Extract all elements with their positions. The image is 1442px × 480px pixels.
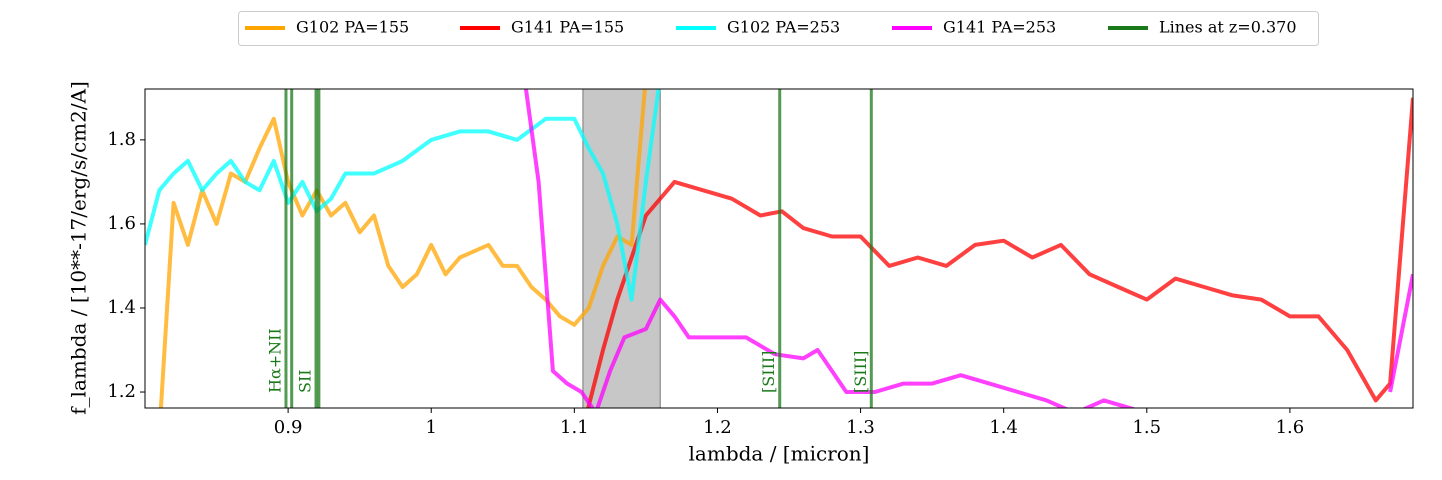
legend-label: G141 PA=253: [943, 18, 1056, 37]
x-tick-label: 1.2: [703, 417, 732, 438]
emission-line-label: SII: [296, 369, 315, 393]
x-tick-label: 1.1: [560, 417, 589, 438]
legend-box: [238, 11, 1319, 46]
emission-line-label: [SIII]: [759, 351, 778, 393]
legend-label: G141 PA=155: [511, 18, 624, 37]
x-tick-label: 1.3: [846, 417, 875, 438]
legend-label: Lines at z=0.370: [1159, 18, 1297, 37]
x-tick-label: 1: [426, 417, 437, 438]
series-line: [158, 89, 647, 408]
x-tick-label: 0.9: [274, 417, 303, 438]
series-line: [145, 89, 661, 302]
x-tick-label: 1.6: [1276, 417, 1305, 438]
plot-area: [145, 89, 1413, 408]
y-tick-label: 1.2: [107, 381, 136, 402]
emission-line-label: [SIII]: [851, 351, 870, 393]
y-tick-label: 1.4: [107, 297, 136, 318]
emission-line-label: Hα+NII: [265, 328, 284, 393]
y-tick-label: 1.8: [107, 129, 136, 150]
series-line: [523, 89, 1413, 408]
y-axis-label: f_lambda / [10**-17/erg/s/cm2/A]: [67, 81, 91, 415]
series-line: [586, 97, 1413, 408]
y-tick-label: 1.6: [107, 213, 136, 234]
plot-frame: [144, 88, 1414, 409]
x-tick-label: 1.4: [989, 417, 1018, 438]
x-axis-label: lambda / [micron]: [689, 442, 870, 466]
legend-label: G102 PA=155: [296, 18, 409, 37]
legend-label: G102 PA=253: [727, 18, 840, 37]
x-tick-label: 1.5: [1132, 417, 1161, 438]
